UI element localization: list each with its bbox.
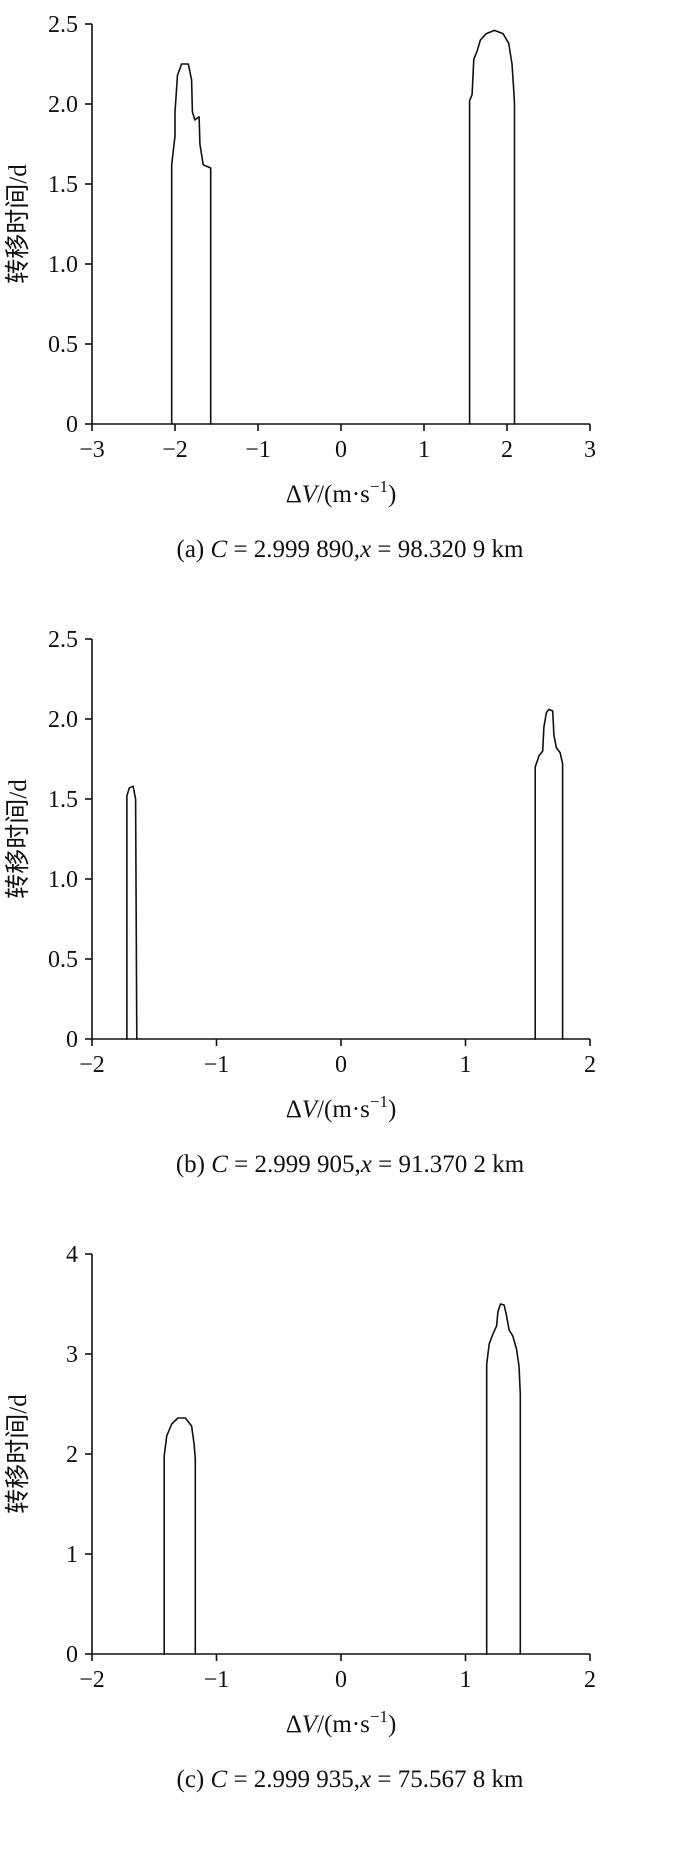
- y-tick-label: 3: [66, 1342, 78, 1368]
- y-tick-label: 1.5: [48, 172, 78, 198]
- left-peak-outline: [163, 1417, 197, 1655]
- x-tick-label: 1: [418, 437, 430, 463]
- caption-c: (c) C = 2.999 935,x = 75.567 8 km: [0, 1764, 700, 1795]
- x-axis-label: ΔV/(m·s−1): [286, 1092, 397, 1123]
- right-peak-outline: [534, 708, 564, 1040]
- chart-panel-a: −3 −2 −1 0 1 2 3 0 0.5 1.0 1.5 2.0 2.5 ΔV/(m·s−1) 转移时间…: [0, 6, 700, 565]
- x-tick-label: 2: [501, 437, 513, 463]
- y-tick-label: 0.5: [48, 947, 78, 973]
- caption-part: (a): [176, 536, 211, 563]
- x-tick-label: 2: [584, 1667, 596, 1693]
- left-peak-outline: [126, 785, 138, 1040]
- chart-svg-b: −2 −1 0 1 2 0 0.5 1.0 1.5 2.0 2.5 ΔV/(m·s−1) 转移时间/d: [4, 627, 596, 1123]
- right-peak-outline: [485, 1303, 522, 1655]
- y-axis-label: 转移时间/d: [4, 1394, 32, 1514]
- x-tick-label: 2: [584, 1052, 596, 1078]
- y-tick-label: 0.5: [48, 332, 78, 358]
- y-tick-label: 1: [66, 1542, 78, 1568]
- y-tick-label: 2.0: [48, 707, 78, 733]
- x-tick-label: −2: [79, 1667, 105, 1693]
- y-tick-label: 2.0: [48, 92, 78, 118]
- x-tick-label: 0: [335, 1052, 347, 1078]
- y-axis-label: 转移时间/d: [4, 779, 32, 899]
- y-axis-label: 转移时间/d: [4, 164, 32, 284]
- x-tick-label: 3: [584, 437, 596, 463]
- y-tick-label: 4: [66, 1242, 78, 1268]
- caption-part: (b): [175, 1151, 212, 1178]
- caption-part: x: [360, 536, 372, 563]
- caption-a: (a) C = 2.999 890,x = 98.320 9 km: [0, 534, 700, 565]
- caption-part: C: [211, 1151, 228, 1178]
- y-tick-label: 0: [66, 1642, 78, 1668]
- y-tick-label: 2.5: [48, 12, 78, 38]
- y-tick-label: 1.5: [48, 787, 78, 813]
- caption-part: x: [360, 1766, 372, 1793]
- x-tick-label: 0: [335, 437, 347, 463]
- x-tick-label: −2: [162, 437, 188, 463]
- caption-b: (b) C = 2.999 905,x = 91.370 2 km: [0, 1149, 700, 1180]
- x-tick-label: −1: [204, 1052, 230, 1078]
- x-tick-label: 1: [460, 1667, 472, 1693]
- y-tick-label: 1.0: [48, 867, 78, 893]
- x-tick-label: −1: [245, 437, 271, 463]
- x-tick-label: −1: [204, 1667, 230, 1693]
- right-peak-outline: [468, 29, 516, 425]
- x-tick-label: 1: [460, 1052, 472, 1078]
- caption-part: x: [360, 1151, 372, 1178]
- caption-part: = 2.999 905,: [227, 1151, 361, 1178]
- x-axis-label: ΔV/(m·s−1): [286, 1707, 397, 1738]
- caption-part: = 91.370 2 km: [371, 1151, 525, 1178]
- caption-part: C: [210, 536, 228, 563]
- y-tick-label: 2.5: [48, 627, 78, 653]
- chart-panel-b: −2 −1 0 1 2 0 0.5 1.0 1.5 2.0 2.5 ΔV/(m·s−1) 转移时间/d (…: [0, 621, 700, 1180]
- y-tick-label: 0: [66, 412, 78, 438]
- left-peak-outline: [170, 63, 212, 425]
- caption-part: C: [210, 1766, 228, 1793]
- caption-part: = 2.999 935,: [227, 1766, 361, 1793]
- caption-part: = 2.999 890,: [227, 536, 361, 563]
- x-axis-label: ΔV/(m·s−1): [286, 477, 397, 508]
- y-tick-label: 1.0: [48, 252, 78, 278]
- x-tick-label: −2: [79, 1052, 105, 1078]
- caption-part: = 75.567 8 km: [371, 1766, 524, 1793]
- x-tick-label: 0: [335, 1667, 347, 1693]
- caption-part: = 98.320 9 km: [371, 536, 524, 563]
- caption-part: (c): [176, 1766, 211, 1793]
- chart-panel-c: −2 −1 0 1 2 0 1 2 3 4 ΔV/(m·s−1) 转移时间/d (c) C = 2.99…: [0, 1236, 700, 1795]
- y-tick-label: 0: [66, 1027, 78, 1053]
- chart-svg-a: −3 −2 −1 0 1 2 3 0 0.5 1.0 1.5 2.0 2.5 ΔV/(m·s−1) 转移时间…: [4, 12, 596, 508]
- y-tick-label: 2: [66, 1442, 78, 1468]
- figure-page: −3 −2 −1 0 1 2 3 0 0.5 1.0 1.5 2.0 2.5 ΔV/(m·s−1) 转移时间…: [0, 6, 700, 1795]
- x-tick-label: −3: [79, 437, 105, 463]
- chart-svg-c: −2 −1 0 1 2 0 1 2 3 4 ΔV/(m·s−1) 转移时间/d: [4, 1242, 596, 1738]
